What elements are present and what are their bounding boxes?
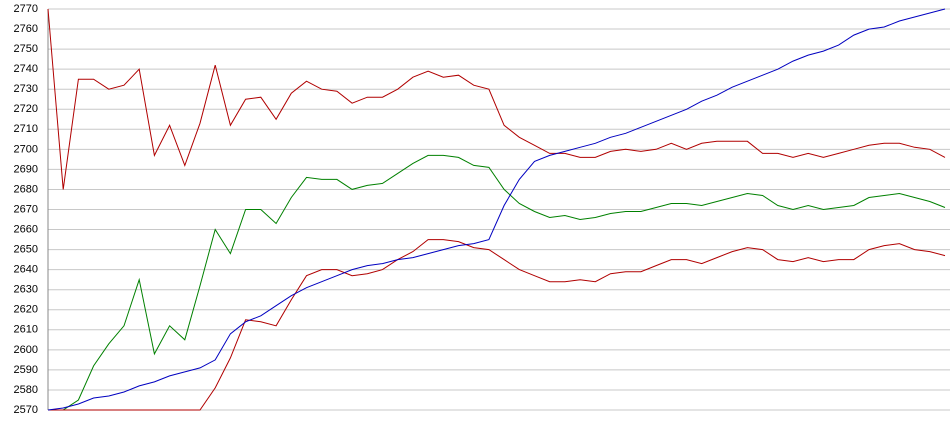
y-tick-label: 2770 xyxy=(14,3,38,15)
y-tick-label: 2620 xyxy=(14,304,38,316)
y-tick-label: 2760 xyxy=(14,23,38,35)
y-tick-label: 2630 xyxy=(14,284,38,296)
y-tick-label: 2640 xyxy=(14,264,38,276)
y-tick-label: 2690 xyxy=(14,163,38,175)
y-tick-label: 2610 xyxy=(14,324,38,336)
y-tick-label: 2750 xyxy=(14,43,38,55)
y-tick-label: 2740 xyxy=(14,63,38,75)
series-line xyxy=(48,154,946,411)
series-line xyxy=(47,8,946,411)
y-tick-label: 2580 xyxy=(14,384,38,396)
y-tick-label: 2710 xyxy=(14,123,38,135)
y-tick-label: 2700 xyxy=(14,143,38,155)
y-tick-label: 2600 xyxy=(14,344,38,356)
y-tick-label: 2650 xyxy=(14,244,38,256)
series-line xyxy=(48,239,946,411)
y-tick-label: 2590 xyxy=(14,364,38,376)
y-tick-label: 2660 xyxy=(14,223,38,235)
y-tick-label: 2570 xyxy=(14,404,38,416)
y-tick-label: 2680 xyxy=(14,183,38,195)
y-tick-label: 2670 xyxy=(14,203,38,215)
y-tick-label: 2730 xyxy=(14,83,38,95)
series-line xyxy=(47,8,946,190)
y-tick-label: 2720 xyxy=(14,103,38,115)
